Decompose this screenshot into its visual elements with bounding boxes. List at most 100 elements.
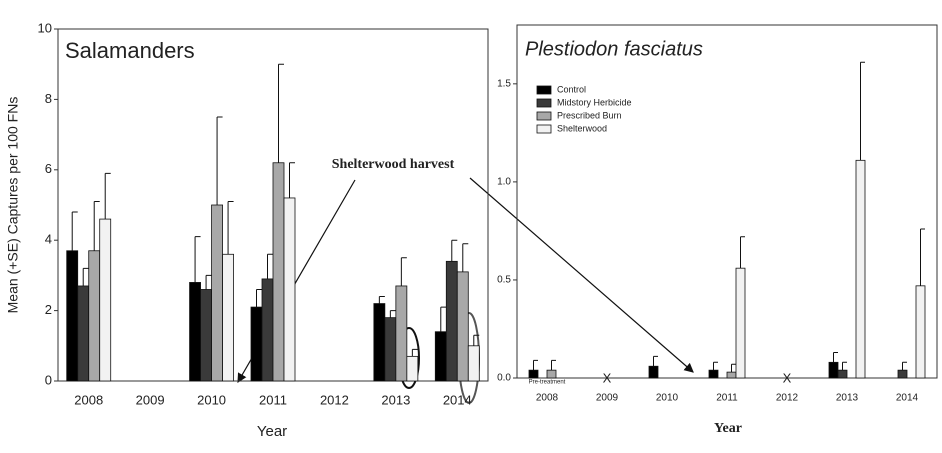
bar — [384, 317, 397, 382]
bar — [726, 371, 737, 379]
x-tick-label: 2012 — [776, 393, 799, 404]
x-tick-label: 2011 — [716, 393, 738, 404]
bar — [283, 197, 296, 382]
arrow — [469, 177, 694, 373]
error-bar — [400, 257, 407, 286]
bar — [434, 331, 447, 382]
y-tick-label: 0 — [45, 372, 52, 387]
legend-label: Prescribed Burn — [557, 110, 622, 120]
bar — [855, 159, 866, 379]
legend-label: Midstory Herbicide — [557, 97, 632, 107]
bar — [250, 306, 263, 382]
error-bar — [920, 228, 925, 286]
y-tick-label: 1.0 — [497, 177, 511, 188]
error-bar — [389, 310, 396, 318]
x-tick-label: 2009 — [596, 393, 619, 404]
x-tick-label: 2008 — [74, 392, 103, 407]
error-bar — [278, 63, 284, 163]
y-tick-label: 0.5 — [497, 275, 511, 286]
x-tick-label: 2014 — [896, 393, 919, 404]
chart-title: Plestiodon fasciatus — [525, 38, 703, 60]
x-tick-label: 2010 — [656, 393, 679, 404]
error-bar — [378, 296, 385, 304]
bar — [445, 260, 458, 382]
x-tick-label: 2010 — [197, 392, 226, 407]
error-bar — [740, 236, 745, 269]
error-bar — [104, 172, 111, 220]
bar — [200, 289, 212, 382]
bar — [189, 282, 201, 382]
bar — [828, 361, 839, 379]
legend-swatch — [536, 98, 552, 108]
y-tick-label: 1.5 — [497, 78, 511, 89]
error-bar — [842, 361, 847, 371]
error-bar — [731, 363, 736, 373]
x-tick-label: 2014 — [443, 392, 472, 407]
error-bar — [82, 267, 89, 286]
y-axis-label: Mean (+SE) Captures per 100 FNs — [5, 97, 21, 314]
bar — [373, 303, 386, 382]
x-tick-label: 2009 — [136, 392, 165, 407]
pretreatment-label: Pre-treatment — [529, 380, 566, 386]
error-bar — [289, 162, 295, 198]
error-bar — [93, 200, 100, 251]
bar — [272, 162, 285, 382]
y-tick-label: 8 — [45, 91, 52, 106]
error-bar — [256, 288, 262, 308]
error-bar — [411, 348, 418, 357]
legend-swatch — [536, 85, 552, 95]
bar — [66, 250, 79, 382]
plot-frame — [516, 24, 938, 379]
bar — [77, 285, 90, 382]
bar — [456, 271, 469, 382]
bar — [546, 369, 557, 379]
x-tick-label: 2011 — [259, 392, 287, 407]
x-tick-label: 2013 — [381, 392, 410, 407]
legend-swatch — [536, 111, 552, 121]
bar — [528, 369, 539, 379]
y-tick-label: 4 — [45, 232, 52, 247]
x-tick-label: 2013 — [836, 393, 859, 404]
bar — [708, 369, 719, 379]
error-bar — [194, 236, 201, 283]
error-bar — [653, 355, 658, 367]
bar — [467, 345, 480, 382]
y-tick-label: 2 — [45, 302, 52, 317]
error-bar — [860, 61, 865, 161]
error-bar — [216, 116, 223, 205]
annotation: Shelterwood harvest — [332, 157, 455, 172]
error-bar — [205, 274, 212, 290]
error-bar — [902, 361, 907, 371]
x-axis-label: Year — [714, 421, 742, 436]
error-bar — [713, 361, 718, 371]
missing-marker: X — [603, 370, 612, 385]
missing-marker: X — [783, 370, 792, 385]
bar — [897, 369, 908, 379]
legend-label: Control — [557, 84, 586, 94]
x-tick-label: 2008 — [536, 393, 559, 404]
error-bar — [267, 253, 273, 279]
bar — [211, 204, 223, 382]
bar — [222, 253, 234, 382]
y-tick-label: 0.0 — [497, 373, 511, 384]
bar — [837, 369, 848, 379]
error-bar — [227, 200, 234, 255]
error-bar — [71, 211, 78, 251]
error-bar — [833, 352, 838, 363]
x-tick-label: 2012 — [320, 392, 349, 407]
legend-swatch — [536, 124, 552, 134]
bar — [735, 267, 746, 379]
bar — [648, 365, 659, 379]
error-bar — [462, 243, 469, 272]
bar — [99, 218, 112, 382]
error-bar — [551, 359, 556, 371]
error-bar — [473, 334, 480, 346]
x-axis-label: Year — [257, 423, 287, 440]
bar — [915, 285, 926, 379]
error-bar — [533, 359, 538, 371]
bar — [88, 250, 101, 382]
chart-title: Salamanders — [65, 38, 195, 63]
bar — [261, 278, 274, 382]
y-tick-label: 6 — [45, 161, 52, 176]
